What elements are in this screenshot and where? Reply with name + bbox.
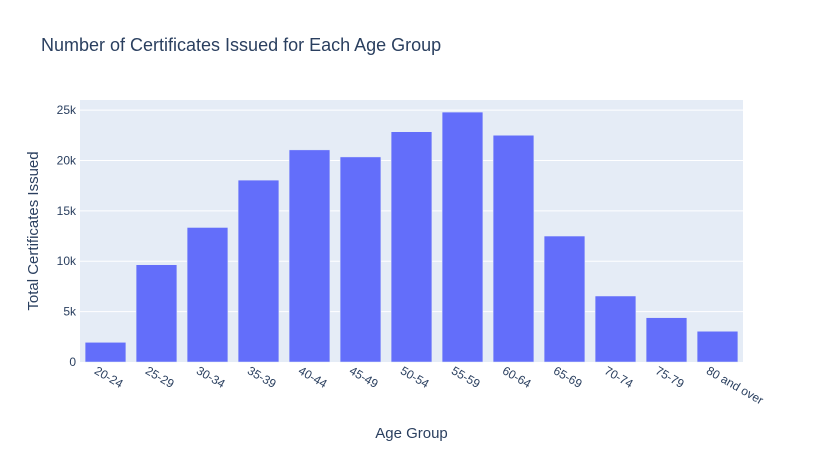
bar-20-24[interactable] [84,342,127,363]
chart-title: Number of Certificates Issued for Each A… [41,35,441,55]
y-tick-label: 20k [57,153,77,167]
y-tick-label: 25k [57,103,77,117]
bar-35-39[interactable] [237,179,280,363]
y-axis-ticks: 0 5k 10k 15k 20k 25k [57,103,77,369]
bar-80-and-over[interactable] [696,331,739,363]
y-tick-label: 5k [63,305,77,319]
bar-65-69[interactable] [543,235,586,363]
bar-40-44[interactable] [288,149,331,363]
x-axis-title: Age Group [375,425,448,442]
bar-50-54[interactable] [390,131,433,363]
bars [84,111,739,363]
bar-25-29[interactable] [135,264,178,363]
y-axis-title: Total Certificates Issued [25,151,42,310]
y-tick-label: 15k [57,204,77,218]
bar-60-64[interactable] [492,135,535,363]
bar-30-34[interactable] [186,227,229,363]
bar-55-59[interactable] [441,111,484,363]
y-tick-label: 0 [69,355,76,369]
y-tick-label: 10k [57,254,77,268]
bar-70-74[interactable] [594,295,637,363]
bar-75-79[interactable] [645,317,688,363]
bar-45-49[interactable] [339,156,382,363]
